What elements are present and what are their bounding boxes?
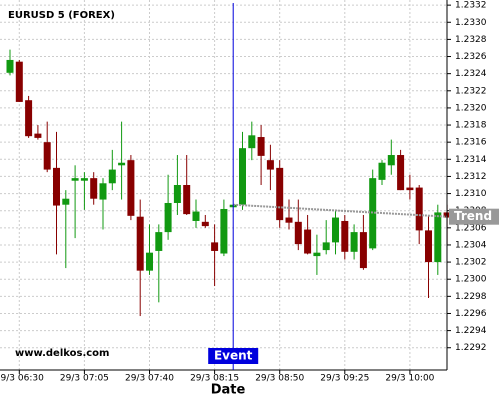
candle-body bbox=[118, 162, 126, 166]
candle-body bbox=[276, 167, 284, 221]
candle-body bbox=[350, 232, 358, 252]
y-tick-label: 1.2332 bbox=[455, 1, 487, 11]
y-tick-label: 1.2304 bbox=[455, 240, 487, 250]
x-tick-label: 29/3 06:30 bbox=[0, 374, 44, 384]
candle-body bbox=[62, 198, 70, 205]
y-tick-label: 1.2302 bbox=[455, 258, 487, 268]
candle-body bbox=[192, 211, 200, 221]
y-tick-label: 1.2326 bbox=[455, 52, 487, 62]
candle-body bbox=[99, 183, 107, 200]
y-tick-label: 1.2298 bbox=[455, 292, 487, 302]
chart-title: EURUSD 5 (FOREX) bbox=[8, 10, 115, 21]
candle-body bbox=[304, 229, 312, 254]
candle-body bbox=[378, 162, 386, 180]
candle-body bbox=[294, 221, 302, 245]
trend-label: Trend bbox=[454, 209, 492, 223]
y-tick-label: 1.2294 bbox=[455, 326, 487, 336]
candle-body bbox=[341, 220, 349, 252]
y-tick-label: 1.2328 bbox=[455, 35, 487, 45]
candle-body bbox=[53, 167, 60, 206]
y-tick-label: 1.2324 bbox=[455, 69, 487, 79]
candle-body bbox=[397, 155, 405, 191]
trend-label-bg bbox=[449, 208, 499, 225]
candle-body bbox=[34, 133, 42, 138]
x-axis-title: Date bbox=[211, 383, 246, 398]
candle-body bbox=[248, 135, 256, 149]
candle-body bbox=[313, 252, 321, 257]
candle-body bbox=[146, 252, 153, 271]
candle-body bbox=[183, 185, 191, 215]
x-tick-label: 29/3 10:00 bbox=[385, 374, 434, 384]
y-tick-label: 1.2312 bbox=[455, 172, 487, 182]
candle-body bbox=[6, 59, 14, 73]
candle-body bbox=[43, 142, 51, 170]
candle-body bbox=[108, 169, 116, 184]
candle-body bbox=[387, 155, 395, 166]
candle-body bbox=[359, 232, 367, 269]
y-tick-label: 1.2314 bbox=[455, 155, 487, 165]
event-label: Event bbox=[214, 349, 253, 363]
candle-body bbox=[406, 187, 414, 191]
y-tick-label: 1.2316 bbox=[455, 138, 487, 148]
plot bbox=[0, 0, 451, 370]
candle-body bbox=[239, 148, 246, 205]
x-tick-label: 29/3 07:40 bbox=[125, 374, 174, 384]
candle-body bbox=[220, 208, 228, 254]
candle-body bbox=[71, 178, 79, 181]
candle-body bbox=[425, 230, 432, 263]
y-tick-label: 1.2306 bbox=[455, 223, 487, 233]
candle-body bbox=[80, 178, 88, 181]
candle-body bbox=[285, 217, 293, 223]
candle-body bbox=[136, 216, 144, 271]
x-tick-label: 29/3 08:15 bbox=[190, 374, 239, 384]
y-tick-label: 1.2322 bbox=[455, 86, 487, 96]
candle-body bbox=[415, 187, 423, 231]
y-tick-label: 1.2300 bbox=[455, 275, 487, 285]
watermark: www.delkos.com bbox=[15, 348, 109, 359]
candle-body bbox=[164, 202, 172, 233]
candle-body bbox=[322, 242, 330, 251]
x-tick-label: 29/3 08:50 bbox=[255, 374, 304, 384]
y-tick-label: 1.2318 bbox=[455, 121, 487, 131]
candle-body bbox=[127, 160, 135, 216]
y-tick-label: 1.2292 bbox=[455, 343, 487, 353]
candle-body bbox=[266, 160, 274, 170]
trend-line bbox=[233, 203, 448, 218]
candle-body bbox=[25, 100, 33, 137]
x-tick-label: 29/3 07:05 bbox=[60, 374, 109, 384]
candle-body bbox=[211, 242, 219, 251]
y-tick-label: 1.2330 bbox=[455, 18, 487, 28]
y-tick-label: 1.2320 bbox=[455, 103, 487, 113]
candle-body bbox=[155, 232, 163, 251]
y-tick-label: 1.2310 bbox=[455, 189, 487, 199]
event-label-bg bbox=[208, 348, 259, 364]
candle-body bbox=[332, 217, 339, 243]
candle-body bbox=[90, 178, 98, 199]
candle-body bbox=[257, 137, 265, 156]
candle-body bbox=[173, 185, 181, 203]
candle-body bbox=[15, 61, 23, 102]
candle-body bbox=[434, 212, 442, 263]
candle-body bbox=[201, 221, 209, 227]
y-tick-label: 1.2296 bbox=[455, 309, 487, 319]
plot-area bbox=[0, 0, 447, 370]
x-tick-label: 29/3 09:25 bbox=[320, 374, 369, 384]
